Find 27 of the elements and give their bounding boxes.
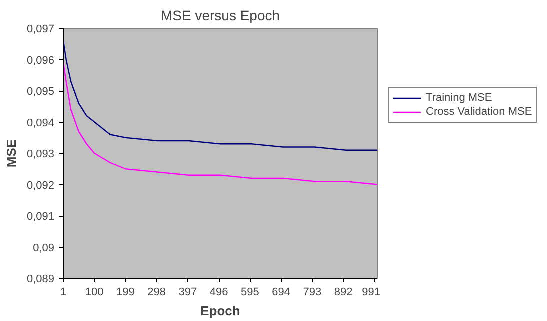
x-tick-label: 397 bbox=[178, 286, 198, 298]
line-series bbox=[64, 62, 378, 186]
y-tick-label: 0,09 bbox=[33, 242, 55, 254]
y-tick-label: 0,097 bbox=[26, 24, 55, 36]
x-tick-label: 694 bbox=[272, 286, 291, 298]
y-axis-title: MSE bbox=[4, 139, 19, 168]
x-axis-title: Epoch bbox=[200, 304, 240, 318]
x-tick-label: 496 bbox=[210, 286, 228, 298]
legend-label: Cross Validation MSE bbox=[426, 106, 532, 118]
chart-title: MSE versus Epoch bbox=[160, 8, 280, 24]
x-tick-label: 100 bbox=[85, 286, 104, 298]
x-tick-label: 1 bbox=[60, 286, 67, 298]
x-tick-label: 595 bbox=[241, 286, 260, 298]
y-tick-label: 0,091 bbox=[26, 211, 55, 223]
y-tick-label: 0,096 bbox=[26, 54, 55, 67]
x-tick-label: 991 bbox=[362, 286, 381, 298]
x-tick-label: 199 bbox=[116, 286, 135, 298]
x-tick-label: 793 bbox=[303, 286, 322, 298]
y-tick-label: 0,094 bbox=[26, 117, 55, 130]
y-tick-label: 0,089 bbox=[26, 274, 55, 286]
x-tick-label: 892 bbox=[334, 286, 353, 298]
legend-label: Training MSE bbox=[426, 92, 492, 104]
y-tick-label: 0,093 bbox=[26, 148, 55, 160]
y-tick-label: 0,095 bbox=[26, 86, 55, 98]
x-tick-label: 298 bbox=[148, 286, 166, 298]
y-tick-label: 0,092 bbox=[26, 180, 55, 192]
line-series bbox=[64, 40, 378, 151]
